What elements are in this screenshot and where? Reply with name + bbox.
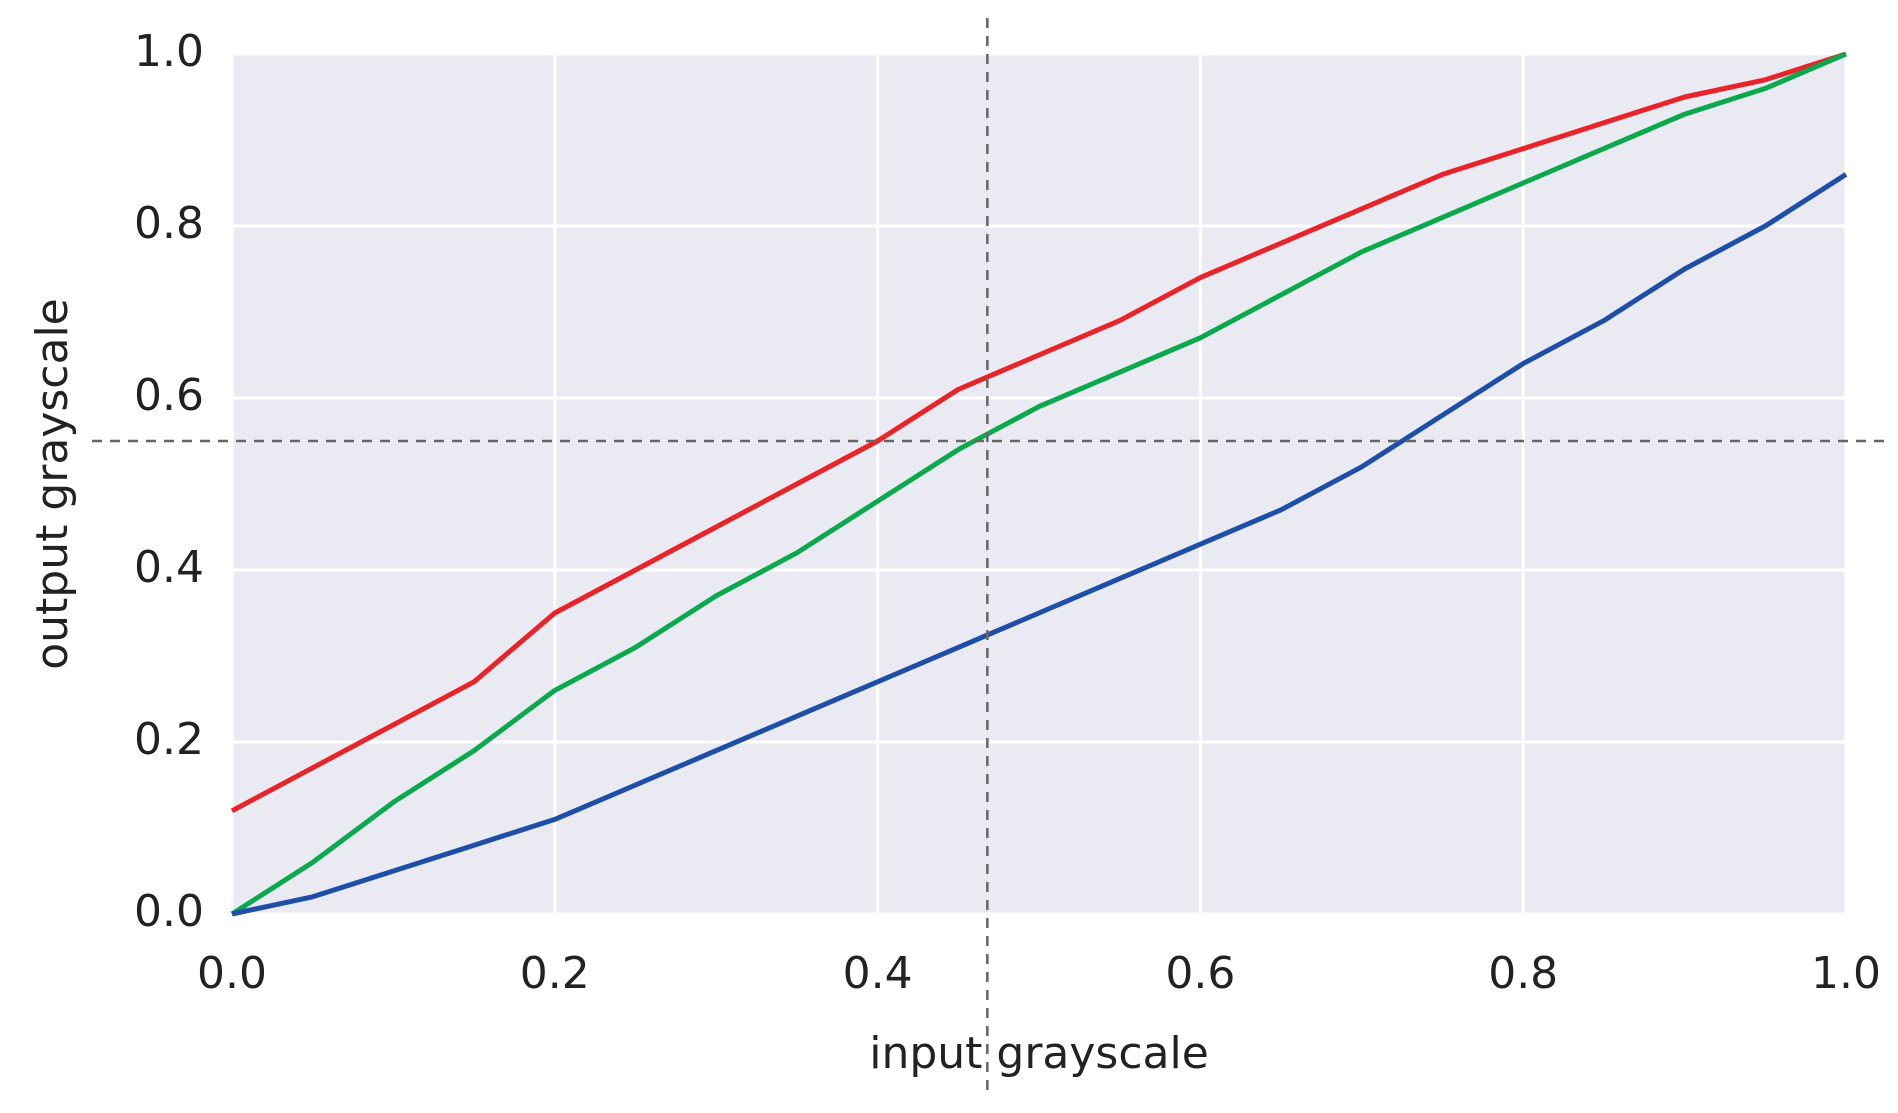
grid bbox=[230, 52, 1848, 916]
y-tick-label: 0.0 bbox=[134, 886, 204, 937]
x-axis-label: input grayscale bbox=[869, 1028, 1209, 1079]
series-line bbox=[231, 172, 1848, 917]
y-tick-label: 0.6 bbox=[134, 370, 204, 421]
annotations bbox=[92, 18, 1890, 1090]
y-tick-label: 0.4 bbox=[134, 542, 204, 593]
x-tick-label: 0.2 bbox=[520, 948, 590, 999]
x-tick-label: 1.0 bbox=[1811, 948, 1881, 999]
y-tick-label: 0.8 bbox=[134, 198, 204, 249]
x-tick-label: 0.8 bbox=[1488, 948, 1558, 999]
series-line bbox=[230, 51, 1847, 917]
y-tick-label: 1.0 bbox=[134, 26, 204, 77]
plot-area bbox=[232, 54, 1846, 914]
lines bbox=[230, 51, 1848, 917]
y-axis-label: output grayscale bbox=[27, 298, 78, 670]
series-line bbox=[230, 51, 1847, 814]
x-tick-label: 0.6 bbox=[1165, 948, 1235, 999]
y-tick-label: 0.2 bbox=[134, 714, 204, 765]
x-tick-label: 0.0 bbox=[197, 948, 267, 999]
x-tick-label: 0.4 bbox=[843, 948, 913, 999]
